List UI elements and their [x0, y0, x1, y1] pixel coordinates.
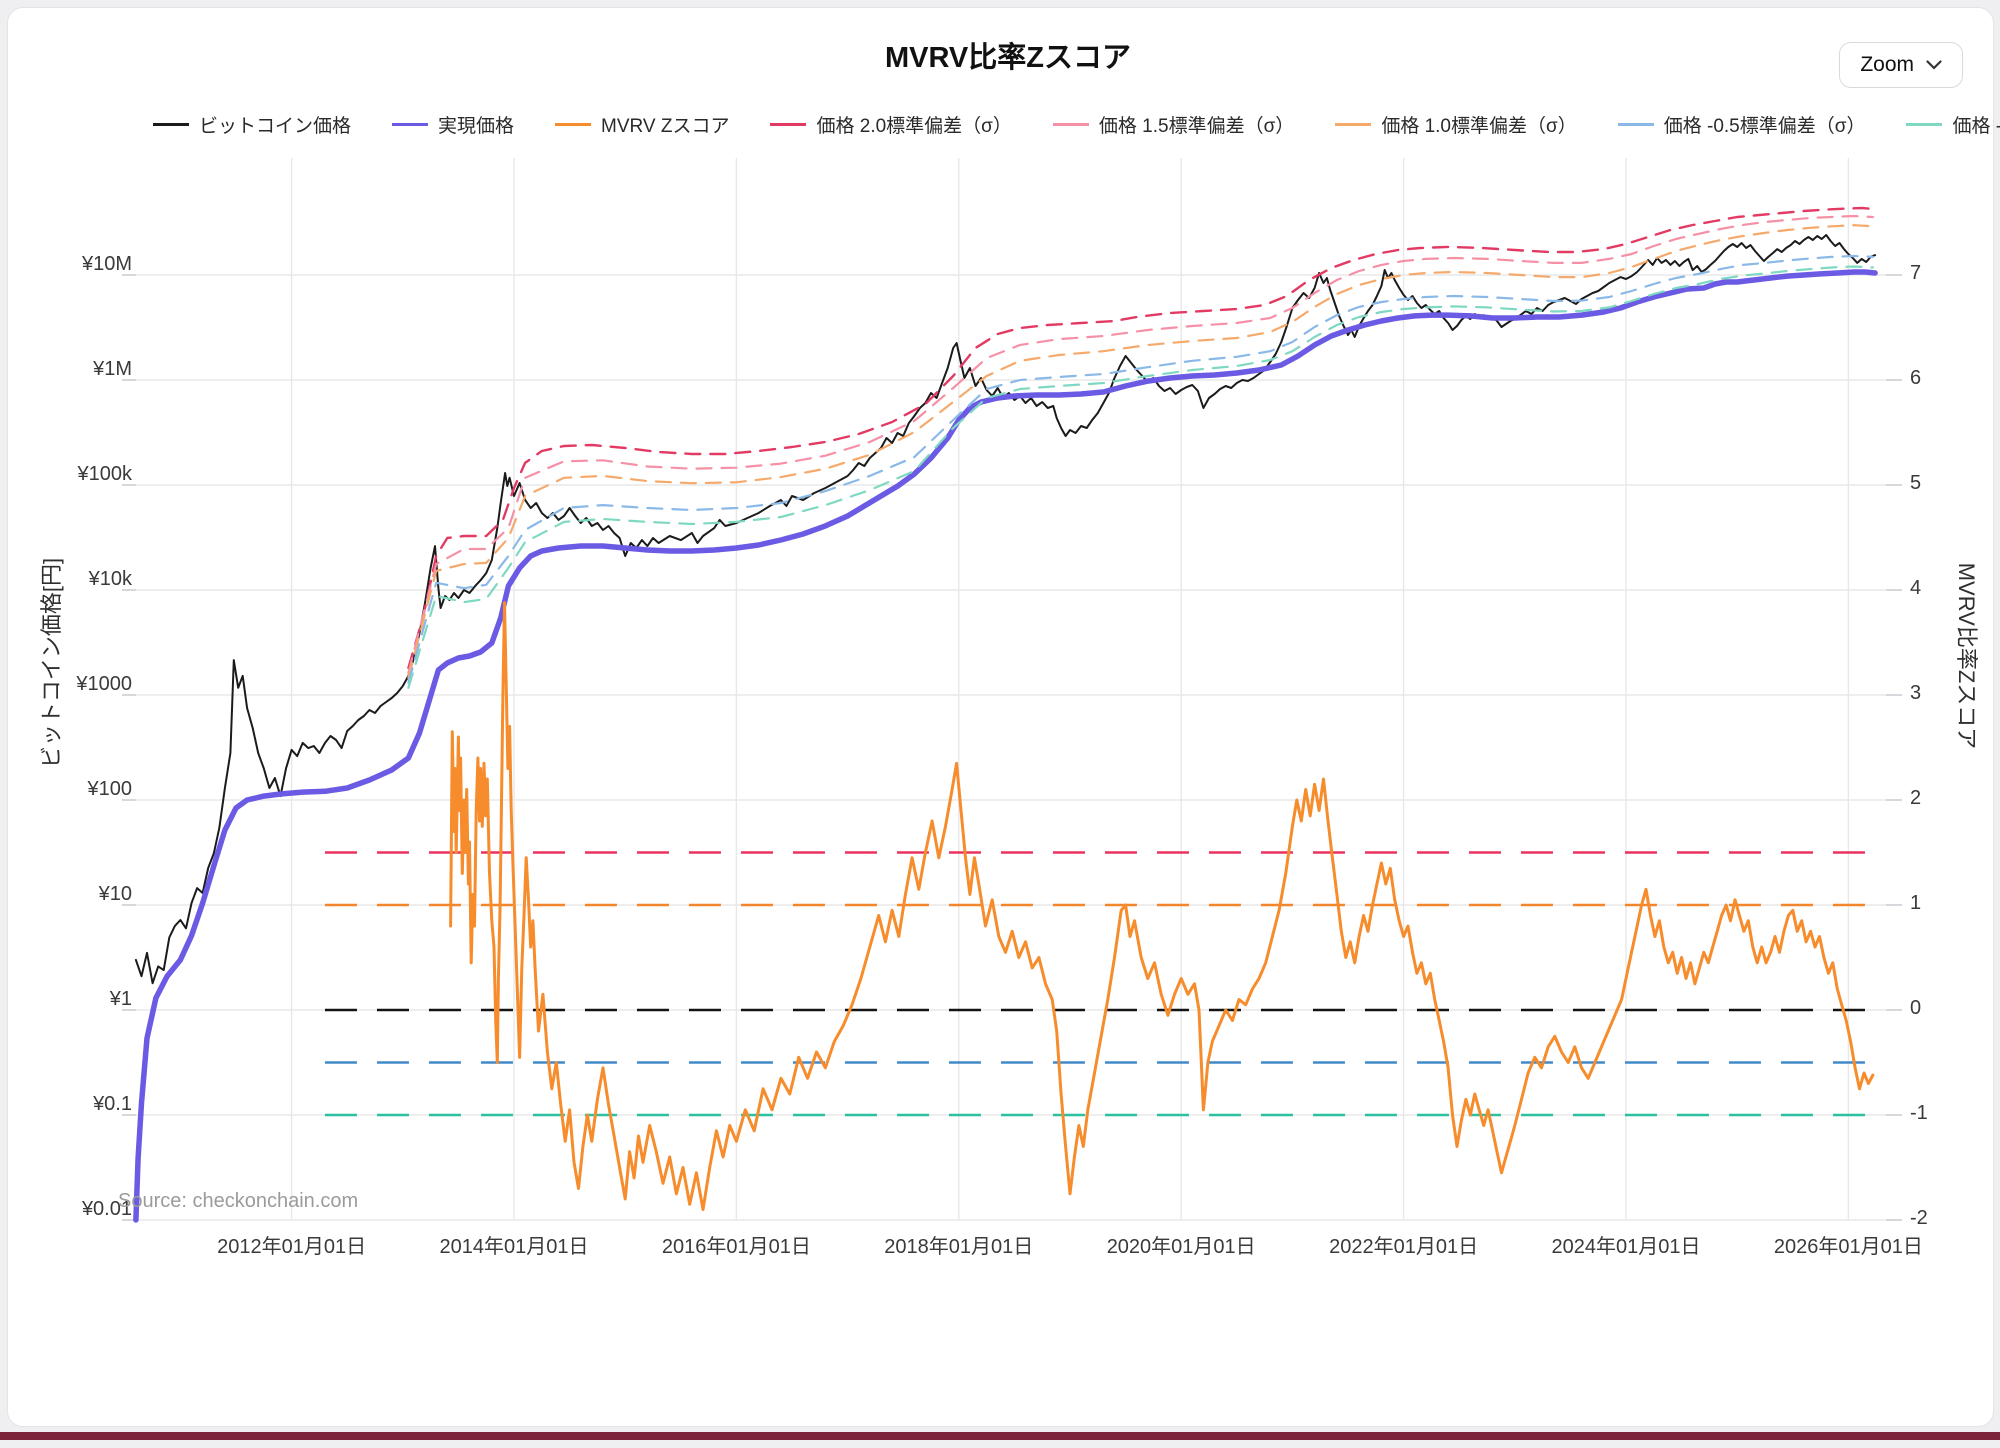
legend-item[interactable]: 価格 1.0標準偏差（σ） [1335, 111, 1577, 138]
y-right-tick-label: -1 [1910, 1102, 1928, 1124]
legend-item-label: MVRV Zスコア [601, 116, 730, 137]
series-band-1.5-sigma [407, 214, 1874, 675]
legend-item[interactable]: 価格 -1.0標準偏差（σ） [1906, 111, 2000, 138]
x-axis-tick-label: 2014年01月01日 [439, 1236, 589, 1258]
legend-item[interactable]: 実現価格 [392, 111, 514, 138]
y-right-tick-label: 1 [1910, 892, 1922, 914]
y-left-tick-label: ¥10 [98, 883, 132, 905]
x-axis-tick-label: 2024年01月01日 [1551, 1236, 1701, 1258]
y-left-tick-label: ¥1 [109, 988, 132, 1010]
y-right-tick-label: 2 [1910, 787, 1922, 809]
series-btc-price [134, 234, 1877, 985]
y-left-tick-label: ¥1000 [76, 673, 132, 695]
legend-item-label: 価格 -0.5標準偏差（σ） [1663, 116, 1866, 137]
chart-card: MVRV比率Zスコア Zoom ビットコイン価格 実現価格 MVRV Zスコア 価格 … [7, 7, 2000, 1427]
y-right-tick-label: 6 [1910, 367, 1922, 389]
legend-line-swatch [770, 123, 807, 126]
y-left-tick-label: ¥10M [81, 253, 132, 275]
x-axis-tick-label: 2016年01月01日 [661, 1236, 811, 1258]
series-band-minus1.0-sigma [407, 265, 1874, 689]
series-band-minus0.5-sigma [407, 254, 1874, 684]
legend-item-label: 価格 1.5標準偏差（σ） [1098, 116, 1295, 137]
series-realized-price [133, 269, 1878, 1223]
legend-item-label: 実現価格 [438, 116, 515, 137]
left-axis-title: ビットコイン価格[円] [39, 557, 64, 769]
y-right-tick-label: 0 [1910, 997, 1922, 1019]
y-left-tick-label: ¥0.1 [93, 1093, 132, 1115]
x-axis-tick-label: 2018年01月01日 [884, 1236, 1034, 1258]
legend-item[interactable]: MVRV Zスコア [555, 111, 729, 138]
legend-item[interactable]: 価格 2.0標準偏差（σ） [770, 111, 1012, 138]
zoom-button-label: Zoom [1860, 53, 1914, 76]
legend-item-label: 価格 2.0標準偏差（σ） [816, 116, 1012, 137]
legend-line-swatch [392, 123, 429, 126]
legend: ビットコイン価格 実現価格 MVRV Zスコア 価格 2.0標準偏差（σ） 価格 1.5… [153, 111, 2000, 138]
legend-line-swatch [1335, 123, 1372, 126]
legend-line-swatch [555, 123, 592, 126]
right-axis-title: MVRV比率Zスコア [1954, 562, 1979, 750]
series-band-2.0-sigma [407, 206, 1875, 670]
source-caption: Source: checkonchain.com [118, 1190, 359, 1212]
y-right-tick-label: 7 [1910, 262, 1922, 284]
x-axis-tick-label: 2012年01月01日 [217, 1236, 367, 1258]
legend-item-label: ビットコイン価格 [199, 116, 352, 137]
legend-item[interactable]: ビットコイン価格 [153, 111, 351, 138]
x-axis-tick-label: 2020年01月01日 [1106, 1236, 1256, 1258]
y-right-tick-label: -2 [1910, 1207, 1928, 1229]
y-left-tick-label: ¥0.01 [81, 1198, 132, 1220]
y-left-tick-label: ¥1M [93, 358, 132, 380]
legend-item-label: 価格 -1.0標準偏差（σ） [1952, 116, 2000, 137]
series-mvrv-z-score [449, 601, 1875, 1211]
chevron-down-icon [1926, 60, 1942, 70]
legend-item-label: 価格 1.0標準偏差（σ） [1381, 116, 1577, 137]
x-axis-tick-label: 2022年01月01日 [1329, 1236, 1479, 1258]
y-right-tick-label: 4 [1910, 577, 1922, 599]
y-left-tick-label: ¥10k [88, 568, 132, 590]
y-left-tick-label: ¥100k [77, 463, 133, 485]
legend-line-swatch [1906, 123, 1943, 126]
y-right-tick-label: 5 [1910, 472, 1922, 494]
bottom-accent-bar [0, 1432, 2000, 1440]
legend-line-swatch [1617, 123, 1654, 126]
chart-title: MVRV比率Zスコア [885, 42, 1131, 74]
legend-item[interactable]: 価格 -0.5標準偏差（σ） [1617, 111, 1866, 138]
plot-area[interactable] [8, 8, 2000, 1448]
legend-item[interactable]: 価格 1.5標準偏差（σ） [1052, 111, 1295, 138]
legend-line-swatch [1052, 123, 1089, 126]
zoom-dropdown-button[interactable]: Zoom [1839, 42, 1963, 88]
legend-line-swatch [153, 123, 189, 126]
x-axis-tick-label: 2026年01月01日 [1773, 1236, 1923, 1258]
y-right-tick-label: 3 [1910, 682, 1922, 704]
y-left-tick-label: ¥100 [87, 778, 133, 800]
